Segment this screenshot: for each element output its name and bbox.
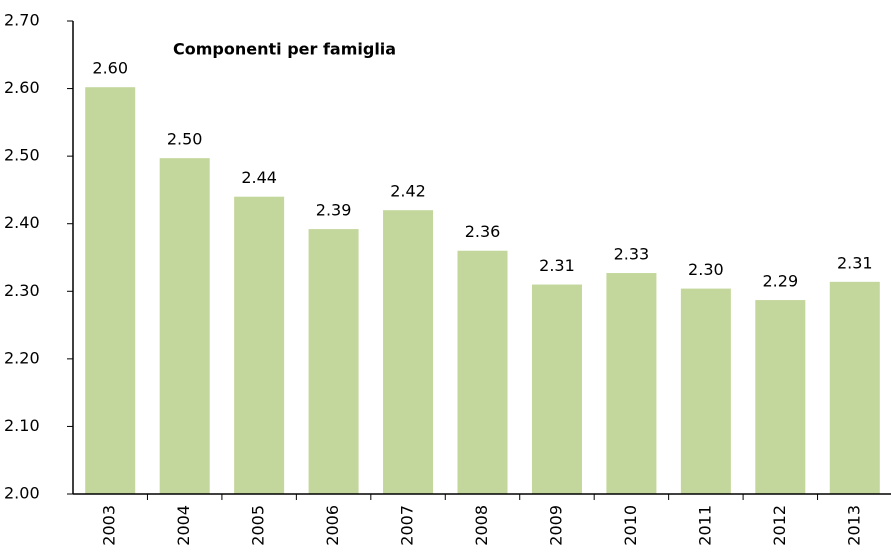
data-label: 2.33 xyxy=(614,245,650,264)
data-label: 2.31 xyxy=(539,256,575,275)
x-tick-label: 2007 xyxy=(398,505,417,546)
y-tick-label: 2.00 xyxy=(4,484,40,503)
chart-title: Componenti per famiglia xyxy=(173,40,396,59)
y-tick-label: 2.10 xyxy=(4,416,40,435)
x-tick-label: 2009 xyxy=(546,505,565,546)
x-tick-label: 2013 xyxy=(844,505,863,546)
bar xyxy=(606,273,657,494)
bar xyxy=(308,229,359,494)
data-label: 2.30 xyxy=(688,260,724,279)
x-tick-label: 2006 xyxy=(323,505,342,546)
bar xyxy=(755,300,806,494)
data-label: 2.36 xyxy=(465,222,501,241)
data-label: 2.29 xyxy=(763,272,799,291)
bar xyxy=(159,158,210,495)
data-label: 2.60 xyxy=(92,59,128,78)
bar xyxy=(457,250,508,494)
x-tick-label: 2010 xyxy=(621,505,640,546)
y-tick-label: 2.70 xyxy=(4,11,40,30)
y-tick-label: 2.60 xyxy=(4,78,40,97)
bar xyxy=(531,284,582,494)
data-label: 2.31 xyxy=(837,253,873,272)
data-label: 2.50 xyxy=(167,130,203,149)
bar xyxy=(383,210,434,494)
y-tick-label: 2.40 xyxy=(4,213,40,232)
data-label: 2.44 xyxy=(241,168,277,187)
bar xyxy=(85,87,136,494)
y-tick-label: 2.20 xyxy=(4,348,40,367)
x-tick-label: 2012 xyxy=(770,505,789,546)
data-label: 2.39 xyxy=(316,201,352,220)
x-tick-label: 2011 xyxy=(695,505,714,546)
x-tick-label: 2008 xyxy=(472,505,491,546)
bar xyxy=(680,288,731,494)
x-tick-label: 2005 xyxy=(249,505,268,546)
bar xyxy=(829,281,880,494)
bar xyxy=(234,196,285,494)
x-tick-label: 2004 xyxy=(174,505,193,546)
y-tick-label: 2.30 xyxy=(4,281,40,300)
x-tick-label: 2003 xyxy=(100,505,119,546)
y-tick-label: 2.50 xyxy=(4,146,40,165)
data-label: 2.42 xyxy=(390,182,426,201)
